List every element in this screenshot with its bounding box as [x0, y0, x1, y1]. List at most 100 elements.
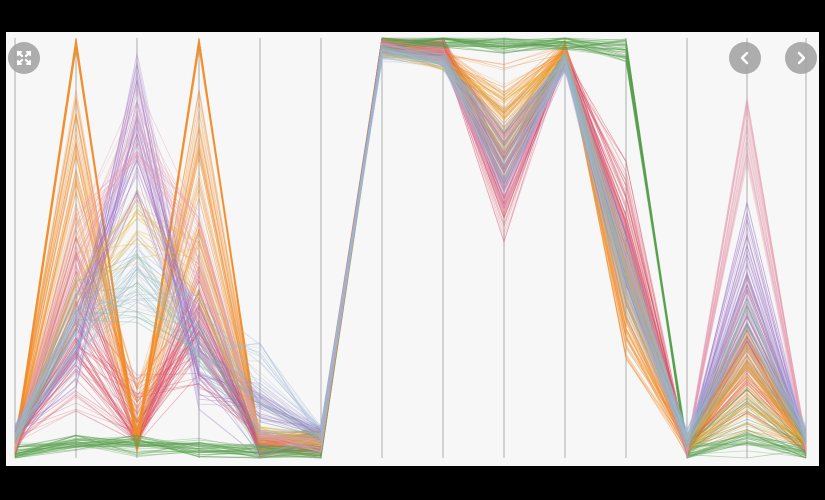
series-line [14, 45, 807, 456]
series-line [14, 37, 807, 450]
series-line [14, 54, 807, 450]
series-line [14, 46, 807, 449]
series-line [14, 37, 807, 458]
series-line [14, 37, 807, 457]
series-line [14, 37, 807, 459]
series-line [14, 46, 807, 454]
series-line [14, 50, 807, 453]
series-line [14, 49, 807, 448]
series-line [14, 48, 807, 442]
series-line [14, 37, 807, 454]
series-line [14, 49, 807, 448]
series-line [14, 47, 807, 453]
series-line [14, 40, 807, 452]
series-line [14, 53, 807, 442]
series-line [14, 37, 807, 457]
series-line [14, 60, 807, 442]
series-line [14, 39, 807, 459]
series-line [14, 45, 807, 453]
series-line [14, 38, 807, 457]
series-line [14, 56, 807, 441]
series-line [14, 38, 807, 451]
series-line [14, 48, 807, 446]
series-line [14, 49, 807, 459]
series-line [14, 37, 807, 447]
series-line [14, 42, 807, 447]
series-line [14, 55, 807, 440]
series-line [14, 48, 807, 441]
series-line [14, 40, 807, 448]
series-line [14, 48, 807, 442]
series-line [14, 41, 807, 452]
series-line [14, 49, 807, 435]
series-line [14, 39, 807, 452]
previous-button[interactable] [729, 42, 761, 74]
series-line [14, 37, 807, 459]
series-line [14, 46, 807, 453]
series-line [14, 37, 807, 456]
series-line [14, 37, 807, 452]
series-line [14, 37, 807, 451]
series-line [14, 42, 807, 453]
series-line [14, 45, 807, 442]
series-line [14, 53, 807, 440]
series-line [14, 49, 807, 451]
series-line [14, 43, 807, 455]
series-line [14, 51, 807, 447]
series-line [14, 37, 807, 455]
close-icon [16, 50, 32, 66]
series-line [14, 49, 807, 453]
series-line [14, 38, 807, 456]
series-line [14, 37, 807, 459]
series-line [14, 42, 807, 458]
series-line [14, 54, 807, 441]
series-line [14, 49, 807, 452]
series-line [14, 50, 807, 449]
series-line [14, 41, 807, 443]
series-line [14, 38, 807, 457]
next-button[interactable] [785, 42, 817, 74]
series-line [14, 40, 807, 450]
series-line [14, 37, 807, 456]
series-line [14, 39, 807, 453]
series-line [14, 43, 807, 449]
series-line [14, 46, 807, 447]
series-line [14, 37, 807, 459]
series-line [14, 39, 807, 455]
series-line [14, 46, 807, 459]
series-line [14, 54, 807, 436]
series-line [14, 42, 807, 456]
series-line [14, 41, 807, 453]
series-line [14, 53, 807, 447]
series-line [14, 43, 807, 458]
series-line [14, 38, 807, 451]
series-line [14, 49, 807, 448]
series-line [14, 41, 807, 452]
series-line [14, 38, 807, 458]
series-line [14, 37, 807, 459]
series-line [14, 37, 807, 459]
series-line [14, 47, 807, 447]
series-line [14, 37, 807, 454]
series-line [14, 39, 807, 452]
series-line [14, 48, 807, 440]
series-line [14, 37, 807, 459]
series-line [14, 40, 807, 447]
series-line [14, 39, 807, 453]
series-line [14, 45, 807, 452]
series-line [14, 39, 807, 452]
series-line [14, 37, 807, 454]
series-line [14, 42, 807, 457]
series-line [14, 41, 807, 457]
series-line [14, 49, 807, 448]
close-button[interactable] [8, 42, 40, 74]
series-line [14, 42, 807, 452]
series-line [14, 37, 807, 457]
series-line [14, 38, 807, 457]
series-line [14, 40, 807, 452]
series-line [14, 58, 807, 441]
chart-canvas [14, 37, 807, 459]
series-line [14, 43, 807, 449]
series-line [14, 47, 807, 459]
series-line [14, 50, 807, 453]
